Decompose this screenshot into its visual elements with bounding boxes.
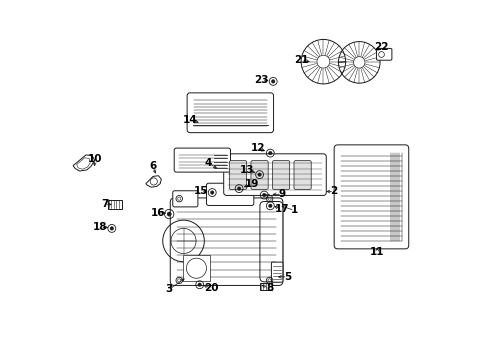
Text: 13: 13: [240, 165, 254, 175]
Text: 19: 19: [244, 179, 258, 189]
Text: 10: 10: [87, 154, 102, 164]
FancyBboxPatch shape: [376, 48, 391, 60]
Text: 9: 9: [278, 189, 285, 199]
Text: 6: 6: [149, 161, 156, 171]
Text: 4: 4: [204, 158, 212, 168]
Text: 7: 7: [101, 199, 108, 210]
Circle shape: [167, 212, 171, 216]
Circle shape: [110, 227, 113, 230]
Text: 5: 5: [284, 272, 290, 282]
Text: 18: 18: [93, 222, 107, 232]
Circle shape: [271, 80, 274, 83]
Text: 14: 14: [183, 115, 197, 125]
Circle shape: [210, 191, 214, 194]
Text: 23: 23: [254, 75, 268, 85]
Text: 20: 20: [204, 283, 218, 293]
Circle shape: [198, 283, 201, 287]
FancyBboxPatch shape: [229, 161, 246, 189]
Circle shape: [268, 151, 271, 155]
FancyBboxPatch shape: [271, 262, 282, 282]
Bar: [259, 283, 271, 291]
FancyBboxPatch shape: [172, 191, 198, 207]
Text: 15: 15: [193, 186, 207, 197]
Bar: [107, 200, 122, 209]
FancyBboxPatch shape: [187, 93, 273, 133]
Text: 16: 16: [150, 208, 164, 218]
Circle shape: [268, 204, 271, 208]
FancyBboxPatch shape: [206, 183, 253, 206]
Circle shape: [257, 173, 261, 176]
Text: 3: 3: [165, 284, 172, 294]
Text: 2: 2: [330, 186, 337, 197]
Circle shape: [262, 193, 265, 197]
FancyBboxPatch shape: [260, 202, 282, 282]
FancyBboxPatch shape: [174, 148, 230, 172]
Text: 11: 11: [369, 247, 384, 257]
Text: 8: 8: [265, 283, 273, 293]
Circle shape: [237, 187, 241, 190]
Text: 21: 21: [293, 55, 308, 65]
Text: 22: 22: [373, 42, 388, 52]
FancyBboxPatch shape: [250, 161, 267, 189]
FancyBboxPatch shape: [293, 161, 310, 189]
Bar: [183, 255, 209, 281]
FancyBboxPatch shape: [223, 154, 325, 195]
Text: 12: 12: [250, 143, 265, 153]
Text: 17: 17: [274, 204, 289, 215]
FancyBboxPatch shape: [272, 161, 289, 189]
Text: 1: 1: [290, 206, 298, 216]
FancyBboxPatch shape: [333, 145, 408, 249]
FancyBboxPatch shape: [170, 198, 282, 285]
